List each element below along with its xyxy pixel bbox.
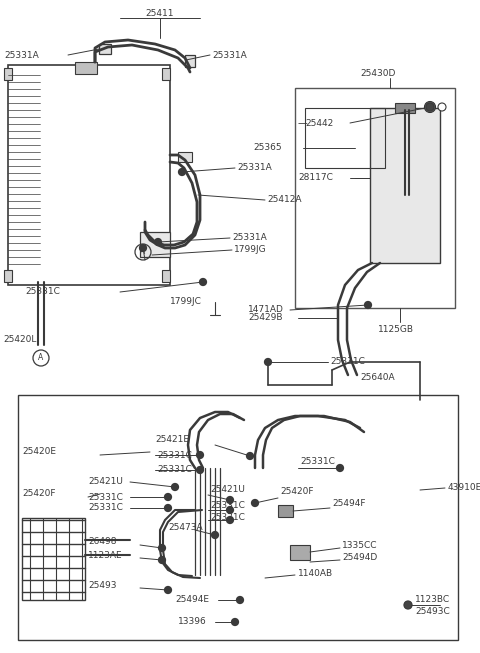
Text: 1799JG: 1799JG [234,246,266,255]
Circle shape [364,302,372,308]
Bar [140,232,170,257]
Text: 25494E: 25494E [175,596,209,605]
Circle shape [212,532,218,539]
Bar [18,395,458,640]
Text: 25331A: 25331A [232,234,267,242]
Text: 1140AB: 1140AB [298,569,333,577]
Text: 1335CC: 1335CC [342,541,377,550]
Circle shape [438,103,446,111]
Text: 25331A: 25331A [4,50,39,59]
Text: 25331C: 25331C [157,466,192,475]
Text: 25411: 25411 [146,10,174,18]
Circle shape [158,556,166,564]
Bar [162,68,170,80]
Circle shape [196,451,204,458]
Circle shape [140,244,146,251]
Circle shape [179,168,185,176]
Text: 25331C: 25331C [157,451,192,460]
Circle shape [426,103,434,111]
Bar [99,44,111,54]
Circle shape [165,586,171,594]
Text: 25640A: 25640A [360,374,395,383]
Bar [370,108,440,263]
Text: 25365: 25365 [253,144,282,153]
Bar [75,62,97,74]
Bar [8,65,170,285]
Text: 25442: 25442 [305,118,333,127]
Text: 25429B: 25429B [248,313,283,323]
Text: 25493C: 25493C [415,607,450,616]
Circle shape [237,596,243,603]
Text: 25331C: 25331C [210,500,245,509]
Circle shape [227,507,233,513]
Text: A: A [38,353,44,362]
Text: 25430D: 25430D [360,69,396,78]
Text: 1123BC: 1123BC [415,596,450,605]
Bar [278,505,293,517]
Bar [185,55,195,67]
Text: 1471AD: 1471AD [248,306,284,315]
Text: 25421E: 25421E [155,436,189,445]
Circle shape [252,500,259,507]
Bar [4,270,12,282]
Text: 25473A: 25473A [168,524,203,532]
Circle shape [264,358,272,366]
Text: 25494D: 25494D [342,554,377,562]
Bar [4,68,12,80]
Text: 25331C: 25331C [25,287,60,296]
Text: 25331A: 25331A [237,163,272,172]
Circle shape [424,101,435,112]
Circle shape [336,464,344,471]
Text: 25421U: 25421U [210,485,245,494]
Circle shape [231,618,239,626]
Text: 25420E: 25420E [22,447,56,456]
Text: 13396: 13396 [178,618,207,626]
Text: 25420L: 25420L [3,336,36,345]
Text: 25331C: 25331C [330,357,365,366]
Text: 25331A: 25331A [212,50,247,59]
Text: 25420F: 25420F [280,488,313,496]
Circle shape [155,238,161,246]
Text: 1125GB: 1125GB [378,325,414,334]
Text: 25493: 25493 [88,582,117,590]
Text: 25331C: 25331C [88,492,123,502]
Circle shape [171,483,179,490]
Bar [178,152,192,162]
Text: 1799JC: 1799JC [170,298,202,306]
Text: 43910E: 43910E [448,483,480,492]
Circle shape [227,517,233,524]
Circle shape [158,545,166,552]
Text: 25331C: 25331C [300,458,335,466]
Bar [305,108,385,168]
Text: 25494F: 25494F [332,500,365,509]
Text: —: — [298,118,308,128]
Text: A: A [140,247,145,257]
Circle shape [165,494,171,500]
Text: 25412A: 25412A [267,195,301,204]
Circle shape [227,496,233,503]
Bar [295,88,455,308]
Text: 25421U: 25421U [88,477,123,486]
Circle shape [165,505,171,511]
Bar [290,545,310,560]
Text: 25331C: 25331C [210,513,245,522]
Bar [395,103,415,113]
Text: 28117C: 28117C [298,174,333,182]
Text: 25420F: 25420F [22,490,56,498]
Text: 25331C: 25331C [88,503,123,513]
Circle shape [196,466,204,473]
Bar [22,518,85,600]
Circle shape [200,278,206,285]
Text: 1123AE: 1123AE [88,552,122,560]
Circle shape [404,601,412,609]
Bar [162,270,170,282]
Text: 26498: 26498 [88,537,117,547]
Circle shape [247,453,253,460]
